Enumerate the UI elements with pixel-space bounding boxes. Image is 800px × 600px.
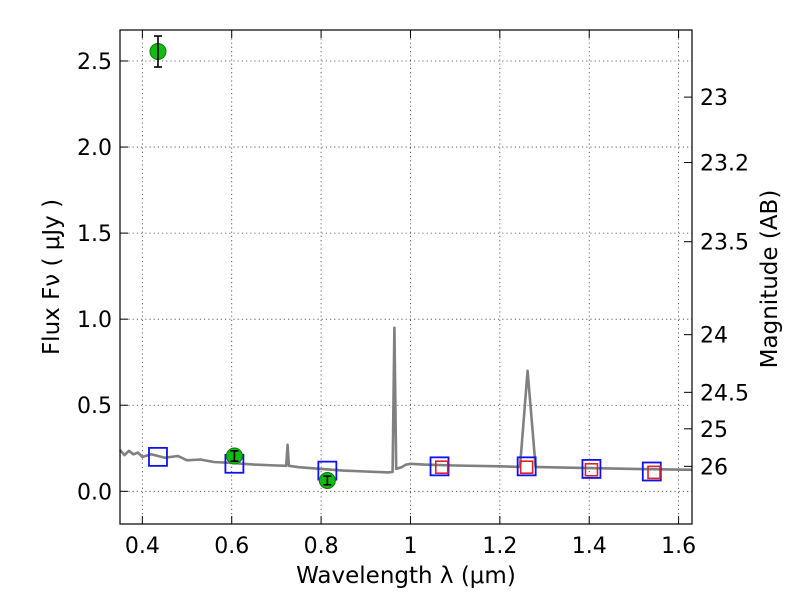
y-tick-label: 1.0 bbox=[77, 308, 112, 333]
spectrum-line bbox=[119, 326, 693, 474]
y-tick-label: 2.0 bbox=[77, 136, 112, 161]
right-tick-label: 23.5 bbox=[700, 231, 749, 256]
predicted-point bbox=[434, 460, 449, 474]
y-tick-label: 0.0 bbox=[77, 480, 112, 505]
x-tick-label: 0.8 bbox=[304, 534, 339, 559]
right-tick-label: 23 bbox=[700, 86, 728, 111]
spectrum-layer bbox=[119, 326, 693, 474]
y-tick-label: 0.5 bbox=[77, 394, 112, 419]
tick-labels: 0.4 0.6 0.8 1 1.2 1.4 1.6 0.0 0.5 1.0 1.5 2.0 2.5 23 2… bbox=[77, 50, 749, 559]
x-tick-label: 1.2 bbox=[482, 534, 517, 559]
model-point bbox=[148, 446, 168, 467]
y-axis-title: Flux Fν ( μJy ) bbox=[39, 199, 65, 355]
grid-lines bbox=[120, 30, 692, 524]
y-tick-label: 1.5 bbox=[77, 222, 112, 247]
right-tick-label: 24.5 bbox=[700, 381, 749, 406]
x-axis-title: Wavelength λ (μm) bbox=[296, 563, 516, 589]
right-tick-label: 24 bbox=[700, 324, 728, 349]
x-tick-label: 0.4 bbox=[125, 534, 160, 559]
right-axis-title: Magnitude (AB) bbox=[757, 190, 783, 369]
right-tick-label: 25 bbox=[700, 418, 728, 443]
model-point bbox=[581, 459, 602, 479]
x-tick-label: 0.6 bbox=[214, 534, 249, 559]
x-tick-label: 1 bbox=[403, 534, 417, 559]
model-point bbox=[516, 456, 537, 477]
right-tick-label: 26 bbox=[700, 455, 728, 480]
marker-layer bbox=[148, 35, 662, 489]
plot-frame bbox=[119, 29, 693, 525]
x-tick-label: 1.6 bbox=[661, 534, 696, 559]
predicted-point bbox=[584, 462, 599, 477]
predicted-point bbox=[519, 460, 534, 474]
predicted-point bbox=[647, 465, 661, 480]
right-tick-label: 23.2 bbox=[700, 152, 749, 177]
x-tick-label: 1.4 bbox=[572, 534, 607, 559]
y-tick-label: 2.5 bbox=[77, 50, 112, 75]
tick-marks bbox=[120, 30, 692, 524]
